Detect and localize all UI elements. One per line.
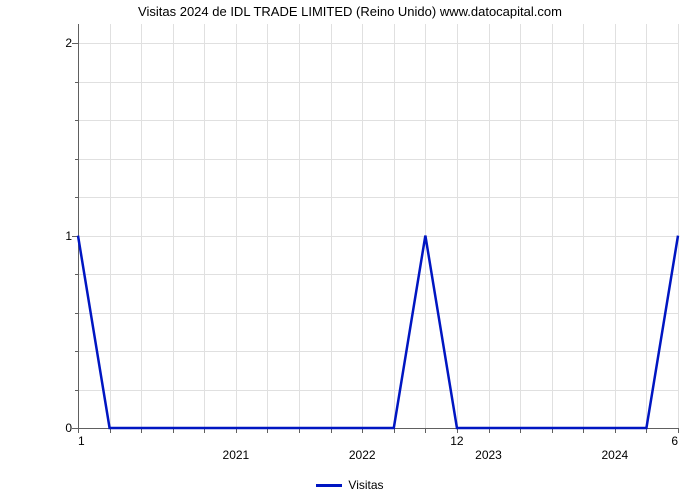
- y-axis-label: 2: [65, 36, 78, 50]
- x-axis-label: 2022: [349, 448, 376, 462]
- y-axis-label: 0: [65, 421, 78, 435]
- x-axis-label: 2023: [475, 448, 502, 462]
- y-axis-label: 1: [65, 229, 78, 243]
- line-series: [78, 24, 678, 428]
- chart-container: Visitas 2024 de IDL TRADE LIMITED (Reino…: [0, 0, 700, 500]
- x-edge-left-label: 1: [78, 434, 85, 448]
- chart-title: Visitas 2024 de IDL TRADE LIMITED (Reino…: [0, 4, 700, 19]
- x-axis-label: 2021: [223, 448, 250, 462]
- plot-area: 01220212022202320241612: [78, 24, 678, 428]
- legend-swatch: [316, 484, 342, 487]
- x-below-label: 12: [450, 434, 463, 448]
- grid-vertical: [678, 24, 679, 428]
- x-edge-right-label: 6: [671, 434, 678, 448]
- x-axis-label: 2024: [601, 448, 628, 462]
- legend: Visitas: [0, 478, 700, 492]
- legend-label: Visitas: [348, 478, 383, 492]
- x-tick: [678, 428, 679, 433]
